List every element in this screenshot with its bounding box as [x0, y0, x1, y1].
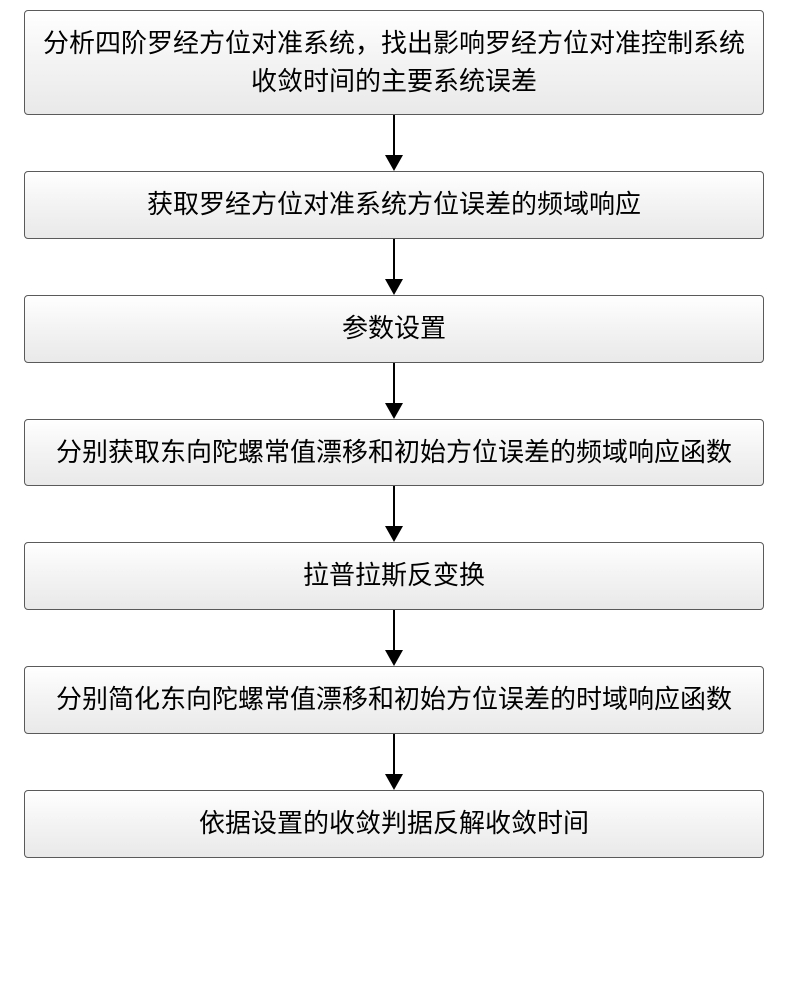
flow-arrow-6-7 [385, 734, 403, 790]
flow-node-3: 参数设置 [24, 295, 764, 363]
flow-arrow-5-6 [385, 610, 403, 666]
arrow-head-icon [385, 279, 403, 295]
arrow-head-icon [385, 650, 403, 666]
arrow-line [393, 734, 395, 774]
flow-node-7: 依据设置的收敛判据反解收敛时间 [24, 790, 764, 858]
flow-node-3-label: 参数设置 [342, 310, 446, 348]
flowchart-container: 分析四阶罗经方位对准系统，找出影响罗经方位对准控制系统收敛时间的主要系统误差 获… [0, 0, 788, 878]
arrow-head-icon [385, 526, 403, 542]
arrow-line [393, 610, 395, 650]
flow-node-2-label: 获取罗经方位对准系统方位误差的频域响应 [147, 186, 641, 224]
flow-node-5-label: 拉普拉斯反变换 [303, 557, 485, 595]
flow-node-6-label: 分别简化东向陀螺常值漂移和初始方位误差的时域响应函数 [56, 681, 732, 719]
arrow-head-icon [385, 155, 403, 171]
flow-arrow-3-4 [385, 363, 403, 419]
arrow-line [393, 486, 395, 526]
flow-arrow-2-3 [385, 239, 403, 295]
arrow-line [393, 115, 395, 155]
flow-node-1-label: 分析四阶罗经方位对准系统，找出影响罗经方位对准控制系统收敛时间的主要系统误差 [37, 25, 751, 100]
arrow-line [393, 363, 395, 403]
flow-arrow-4-5 [385, 486, 403, 542]
flow-arrow-1-2 [385, 115, 403, 171]
arrow-head-icon [385, 403, 403, 419]
flow-node-7-label: 依据设置的收敛判据反解收敛时间 [199, 805, 589, 843]
flow-node-5: 拉普拉斯反变换 [24, 542, 764, 610]
flow-node-4: 分别获取东向陀螺常值漂移和初始方位误差的频域响应函数 [24, 419, 764, 487]
flow-node-6: 分别简化东向陀螺常值漂移和初始方位误差的时域响应函数 [24, 666, 764, 734]
arrow-line [393, 239, 395, 279]
flow-node-2: 获取罗经方位对准系统方位误差的频域响应 [24, 171, 764, 239]
flow-node-1: 分析四阶罗经方位对准系统，找出影响罗经方位对准控制系统收敛时间的主要系统误差 [24, 10, 764, 115]
arrow-head-icon [385, 774, 403, 790]
flow-node-4-label: 分别获取东向陀螺常值漂移和初始方位误差的频域响应函数 [56, 434, 732, 472]
